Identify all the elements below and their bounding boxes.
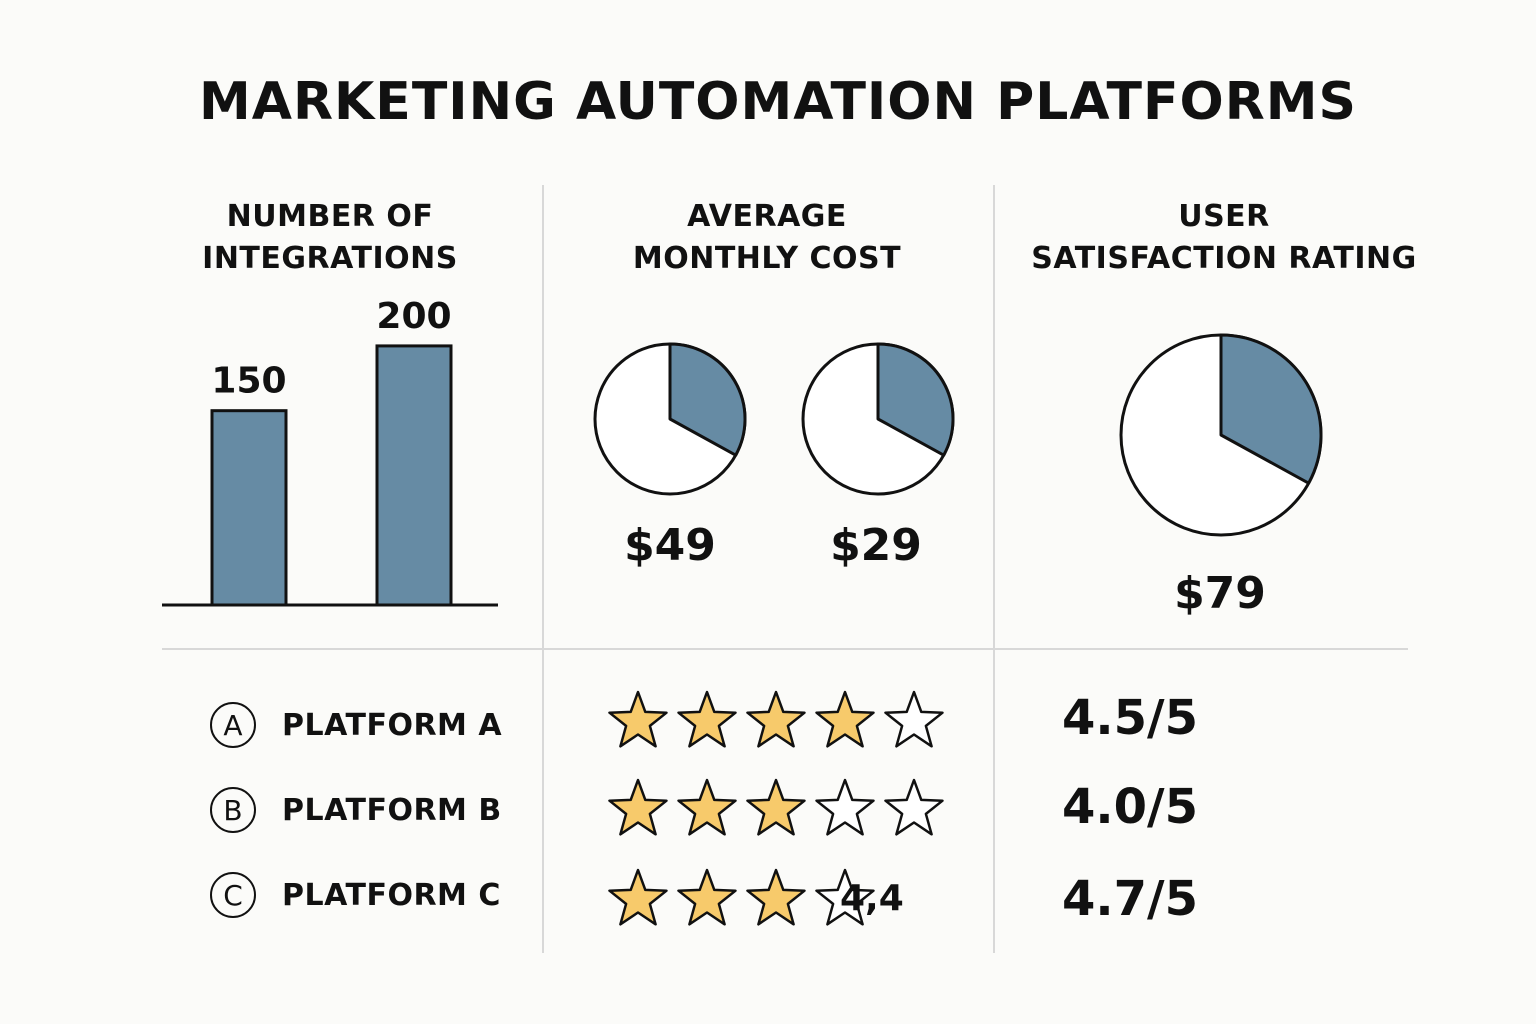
cost-pie-chart-1 (593, 342, 747, 496)
pie-label: $49 (624, 520, 716, 571)
pie-slice (668, 342, 747, 457)
rating-value-platform-a: 4.5/5 (1062, 690, 1198, 746)
badge-a: A (210, 702, 256, 748)
integrations-title-line1: NUMBER OF (226, 199, 434, 234)
star-empty-icon (815, 778, 875, 836)
star-filled-icon (608, 690, 668, 748)
integrations-title-line2: INTEGRATIONS (202, 241, 458, 276)
integrations-panel-title: NUMBER OF INTEGRATIONS (130, 196, 530, 280)
pie-label: $79 (1174, 568, 1266, 619)
bar (210, 409, 288, 607)
cost-title-line2: MONTHLY COST (632, 241, 902, 276)
star-filled-icon (677, 690, 737, 748)
platform-name: PLATFORM C (282, 877, 501, 913)
pie-label: $29 (830, 520, 922, 571)
integrations-bar-chart: 150 200 (162, 296, 498, 607)
star-filled-icon (746, 690, 806, 748)
star-rating-platform-b (604, 774, 964, 844)
satisfaction-panel-title: USER SATISFACTION RATING (1004, 196, 1444, 280)
rating-value-platform-c: 4.7/5 (1062, 871, 1198, 927)
star-filled-icon (608, 778, 668, 836)
cost-pie-chart-2 (801, 342, 955, 496)
legend-item-platform-c: C PLATFORM C (210, 869, 501, 921)
cost-pie-chart-3 (1119, 333, 1323, 537)
divider-horizontal (162, 648, 1408, 650)
star-note: 4,4 (840, 878, 904, 919)
star-filled-icon (677, 868, 737, 926)
cost-title-line1: AVERAGE (687, 199, 847, 234)
legend-item-platform-b: B PLATFORM B (210, 784, 502, 836)
star-rating-platform-c: 4,4 (604, 864, 964, 934)
bar (375, 344, 453, 607)
star-filled-icon (815, 690, 875, 748)
star-filled-icon (746, 868, 806, 926)
star-empty-icon (884, 690, 944, 748)
satisfaction-title-line1: USER (1178, 199, 1270, 234)
star-empty-icon (884, 778, 944, 836)
star-filled-icon (608, 868, 668, 926)
cost-panel-title: AVERAGE MONTHLY COST (567, 196, 967, 280)
page-title: MARKETING AUTOMATION PLATFORMS (198, 72, 1357, 132)
star-empty-icon (815, 868, 875, 926)
platform-name: PLATFORM A (282, 707, 503, 743)
legend-item-platform-a: A PLATFORM A (210, 699, 502, 751)
bar-data-label: 200 (376, 296, 451, 337)
satisfaction-title-line2: SATISFACTION RATING (1031, 241, 1417, 276)
star-filled-icon (746, 778, 806, 836)
divider-left (542, 185, 544, 953)
rating-value-platform-b: 4.0/5 (1062, 779, 1198, 835)
platform-name: PLATFORM B (282, 792, 502, 828)
pie-slice (1219, 333, 1323, 485)
badge-c: C (210, 872, 256, 918)
divider-right (993, 185, 995, 953)
badge-b: B (210, 787, 256, 833)
bar-data-label: 150 (211, 361, 286, 402)
star-rating-platform-a (604, 686, 964, 756)
star-filled-icon (677, 778, 737, 836)
pie-slice (876, 342, 955, 457)
